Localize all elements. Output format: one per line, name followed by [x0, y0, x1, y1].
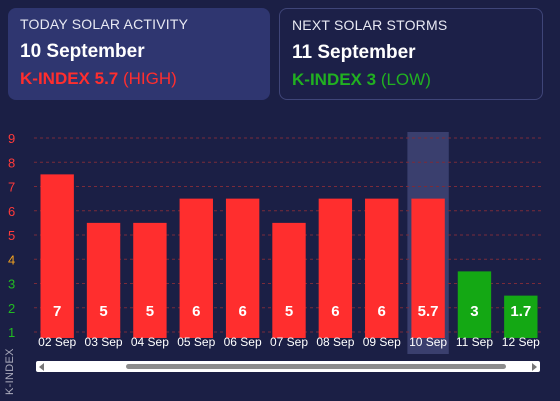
- x-tick-label: 05 Sep: [177, 335, 215, 349]
- today-activity-card: TODAY SOLAR ACTIVITY 10 September K-INDE…: [8, 8, 270, 100]
- x-tick-label: 07 Sep: [270, 335, 308, 349]
- next-card-title: NEXT SOLAR STORMS: [292, 17, 448, 33]
- next-kindex: K-INDEX 3 (LOW): [292, 70, 530, 90]
- x-tick-label: 11 Sep: [456, 335, 493, 349]
- x-tick-label: 12 Sep: [502, 335, 540, 349]
- today-kindex-level: (HIGH): [122, 69, 177, 88]
- bar[interactable]: [272, 222, 306, 338]
- x-tick-label: 10 Sep: [409, 335, 447, 349]
- bar-value-label: 3: [470, 303, 478, 320]
- bar-value-label: 5: [285, 303, 293, 320]
- bar[interactable]: [225, 198, 260, 338]
- today-kindex: K-INDEX 5.7 (HIGH): [20, 69, 258, 89]
- chart-scrollbar[interactable]: [36, 361, 540, 372]
- x-tick-label: 06 Sep: [224, 335, 262, 349]
- bar[interactable]: [86, 222, 121, 338]
- scroll-right-icon[interactable]: [532, 362, 537, 371]
- x-tick-label: 02 Sep: [38, 335, 76, 349]
- bar[interactable]: [318, 198, 353, 338]
- bar-value-label: 5: [99, 303, 107, 320]
- bar[interactable]: [504, 295, 538, 338]
- today-card-title: TODAY SOLAR ACTIVITY: [20, 16, 189, 32]
- scrollbar-thumb[interactable]: [126, 364, 506, 369]
- bar-value-label: 6: [378, 303, 386, 320]
- x-tick-label: 04 Sep: [131, 335, 169, 349]
- bar-value-label: 5.7: [418, 303, 439, 320]
- x-tick-label: 08 Sep: [316, 335, 354, 349]
- y-tick-label: 5: [8, 228, 15, 243]
- next-kindex-level: (LOW): [380, 70, 431, 89]
- bar[interactable]: [457, 271, 492, 338]
- y-tick-label: 6: [8, 204, 15, 219]
- bar-value-label: 6: [192, 303, 200, 320]
- bar-value-label: 1.7: [510, 303, 531, 320]
- y-axis-label: K-INDEX: [4, 348, 16, 395]
- y-tick-label: 4: [8, 252, 15, 267]
- x-tick-label: 09 Sep: [363, 335, 401, 349]
- y-tick-label: 3: [8, 277, 15, 292]
- y-tick-label: 9: [8, 131, 15, 146]
- bar-value-label: 5: [146, 303, 154, 320]
- y-tick-label: 1: [8, 325, 15, 340]
- y-tick-label: 2: [8, 301, 15, 316]
- scroll-left-icon[interactable]: [39, 362, 44, 371]
- bar-value-label: 6: [331, 303, 339, 320]
- bar[interactable]: [411, 198, 445, 338]
- today-kindex-value: K-INDEX 5.7: [20, 69, 119, 88]
- bar-value-label: 7: [53, 303, 61, 320]
- today-date: 10 September: [20, 41, 145, 62]
- bar[interactable]: [179, 198, 213, 338]
- y-tick-label: 8: [8, 155, 15, 170]
- bar-value-label: 6: [238, 303, 246, 320]
- bar[interactable]: [133, 222, 167, 338]
- next-kindex-value: K-INDEX 3: [292, 70, 377, 89]
- y-tick-label: 7: [8, 180, 15, 195]
- bar[interactable]: [365, 198, 399, 338]
- x-tick-label: 03 Sep: [85, 335, 123, 349]
- bar[interactable]: [40, 174, 74, 338]
- next-storms-card: NEXT SOLAR STORMS 11 September K-INDEX 3…: [279, 8, 543, 100]
- next-date: 11 September: [292, 42, 416, 63]
